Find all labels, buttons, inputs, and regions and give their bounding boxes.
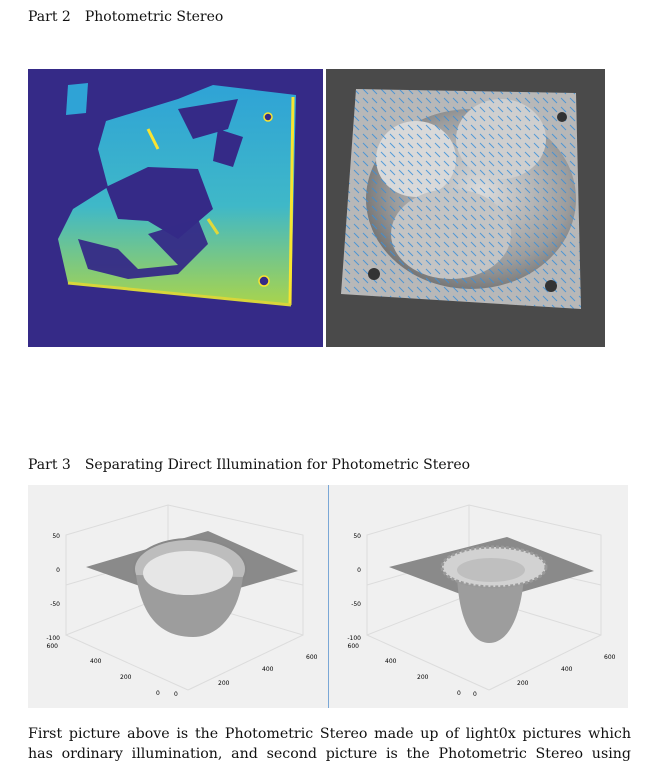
part3-number: Part 3 xyxy=(28,457,71,473)
surface-plot-ordinary: 50 0 -50 -100 600 400 200 0 0 200 400 60… xyxy=(28,485,328,708)
y-tick-label: 600 xyxy=(348,643,360,650)
z-tick-label: -50 xyxy=(50,601,60,608)
z-tick-label: -100 xyxy=(347,635,361,642)
z-tick-label: -100 xyxy=(46,635,60,642)
x-tick-label: 200 xyxy=(218,680,230,687)
part2-number: Part 2 xyxy=(28,9,71,25)
x-tick-label: 0 xyxy=(473,691,477,698)
x-tick-label: 600 xyxy=(604,654,616,661)
depth-map-image xyxy=(28,69,323,347)
z-tick-label: 50 xyxy=(353,533,361,540)
y-tick-label: 0 xyxy=(156,690,160,697)
z-tick-label: 0 xyxy=(56,567,60,574)
part3-title: Separating Direct Illumination for Photo… xyxy=(84,457,471,473)
part2-title: Photometric Stereo xyxy=(84,9,224,25)
figure-divider xyxy=(328,485,329,708)
x-tick-label: 200 xyxy=(517,680,529,687)
y-tick-label: 400 xyxy=(385,658,397,665)
x-tick-label: 0 xyxy=(174,691,178,698)
part2-heading: Part 2 Photometric Stereo xyxy=(28,9,223,25)
y-tick-label: 200 xyxy=(120,674,132,681)
paragraph-line-2: has ordinary illumination, and second pi… xyxy=(28,746,631,762)
paragraph-line-1: First picture above is the Photometric S… xyxy=(28,726,631,742)
x-tick-label: 600 xyxy=(306,654,318,661)
z-tick-label: 0 xyxy=(357,567,361,574)
part3-heading: Part 3 Separating Direct Illumination for… xyxy=(28,457,470,473)
y-tick-label: 0 xyxy=(457,690,461,697)
z-tick-label: -50 xyxy=(351,601,361,608)
x-tick-label: 400 xyxy=(561,666,573,673)
normal-map-image xyxy=(326,69,605,347)
z-tick-label: 50 xyxy=(52,533,60,540)
y-tick-label: 600 xyxy=(47,643,59,650)
surface-plot-direct: 50 0 -50 -100 600 400 200 0 0 200 400 60… xyxy=(329,485,628,708)
y-tick-label: 200 xyxy=(417,674,429,681)
x-tick-label: 400 xyxy=(262,666,274,673)
y-tick-label: 400 xyxy=(90,658,102,665)
